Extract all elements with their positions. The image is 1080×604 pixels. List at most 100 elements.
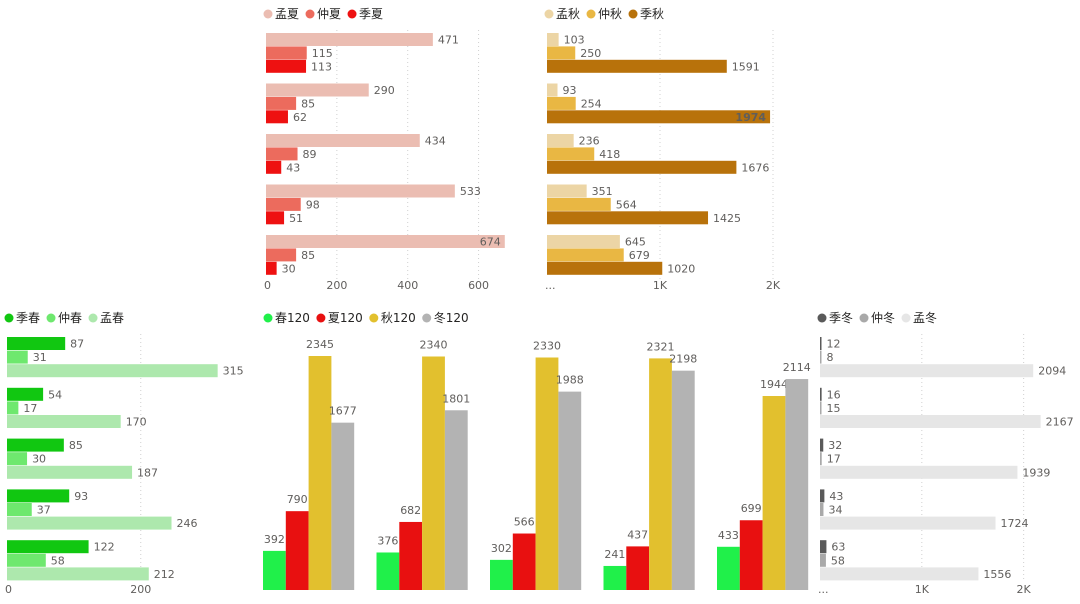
bar-summer-仲夏-2[interactable] xyxy=(266,147,298,161)
seasons120-chart[interactable]: 春120 夏120 秋120 冬120 392 790 2345 1677 376 682 2340… xyxy=(263,310,811,590)
bar-spring-季春-1[interactable] xyxy=(7,387,44,401)
bar-seasons120-冬120-1[interactable] xyxy=(444,410,468,590)
bar-autumn-孟秋-0[interactable] xyxy=(547,33,559,46)
bar-spring-孟春-0[interactable] xyxy=(7,364,218,378)
legend-label-summer-0[interactable]: 孟夏 xyxy=(275,7,299,21)
legend-label-winter-2[interactable]: 孟冬 xyxy=(913,310,937,325)
bar-seasons120-夏120-1[interactable] xyxy=(399,521,423,590)
bar-seasons120-秋120-4[interactable] xyxy=(762,396,786,590)
bar-winter-孟冬-3[interactable] xyxy=(820,516,996,530)
bar-summer-孟夏-3[interactable] xyxy=(266,184,455,198)
bar-seasons120-秋120-1[interactable] xyxy=(422,356,445,590)
bar-autumn-季秋-1[interactable] xyxy=(547,110,771,124)
bar-spring-孟春-3[interactable] xyxy=(7,516,172,530)
bar-autumn-仲秋-4[interactable] xyxy=(547,248,624,262)
bar-summer-仲夏-0[interactable] xyxy=(266,46,307,60)
bar-summer-仲夏-3[interactable] xyxy=(266,197,301,211)
bar-seasons120-冬120-4[interactable] xyxy=(785,379,809,590)
bar-summer-孟夏-1[interactable] xyxy=(266,83,369,97)
bar-winter-孟冬-0[interactable] xyxy=(820,364,1034,378)
bar-spring-孟春-1[interactable] xyxy=(7,415,121,428)
bar-winter-季冬-2[interactable] xyxy=(820,438,824,452)
bar-spring-季春-4[interactable] xyxy=(7,540,89,554)
bar-winter-仲冬-0[interactable] xyxy=(820,350,822,364)
bar-spring-仲春-3[interactable] xyxy=(7,503,32,516)
bar-seasons120-冬120-2[interactable] xyxy=(558,391,582,590)
legend-marker-summer-1[interactable] xyxy=(305,9,315,19)
legend-label-seasons120-2[interactable]: 秋120 xyxy=(381,311,416,325)
legend-marker-seasons120-2[interactable] xyxy=(369,313,379,323)
bar-spring-仲春-4[interactable] xyxy=(7,553,46,567)
legend-label-spring-0[interactable]: 季春 xyxy=(16,311,40,325)
bar-summer-季夏-0[interactable] xyxy=(266,59,307,73)
legend-marker-autumn-0[interactable] xyxy=(544,9,554,19)
legend-label-autumn-1[interactable]: 仲秋 xyxy=(598,7,622,21)
legend-marker-autumn-2[interactable] xyxy=(628,9,638,19)
bar-autumn-仲秋-0[interactable] xyxy=(547,46,576,60)
bar-spring-季春-2[interactable] xyxy=(7,438,64,452)
bar-winter-仲冬-1[interactable] xyxy=(820,401,822,415)
bar-spring-仲春-1[interactable] xyxy=(7,401,19,415)
legend-marker-spring-2[interactable] xyxy=(88,313,98,323)
bar-summer-孟夏-0[interactable] xyxy=(266,33,433,46)
bar-seasons120-冬120-0[interactable] xyxy=(331,422,355,590)
legend-marker-seasons120-3[interactable] xyxy=(422,313,432,323)
bar-seasons120-春120-0[interactable] xyxy=(263,550,286,590)
legend-label-summer-1[interactable]: 仲夏 xyxy=(317,7,341,21)
bar-seasons120-春120-2[interactable] xyxy=(490,559,513,590)
bar-summer-季夏-4[interactable] xyxy=(266,261,277,275)
bar-autumn-孟秋-4[interactable] xyxy=(547,235,620,248)
bar-spring-仲春-2[interactable] xyxy=(7,452,28,466)
legend-marker-spring-1[interactable] xyxy=(46,313,56,323)
bar-summer-孟夏-4[interactable] xyxy=(266,235,505,248)
bar-autumn-季秋-3[interactable] xyxy=(547,211,709,225)
legend-marker-summer-0[interactable] xyxy=(263,9,273,19)
legend-marker-winter-2[interactable] xyxy=(901,313,911,323)
bar-summer-仲夏-1[interactable] xyxy=(266,96,297,110)
spring-chart[interactable]: 季春 仲春 孟春 0 200 87 31 315 54 17 170 85 30 187 93 37 246 12… xyxy=(4,311,244,596)
legend-label-spring-1[interactable]: 仲春 xyxy=(58,311,82,325)
legend-marker-autumn-1[interactable] xyxy=(586,9,596,19)
bar-seasons120-夏120-2[interactable] xyxy=(512,533,536,590)
bar-seasons120-夏120-3[interactable] xyxy=(626,546,650,590)
legend-label-autumn-0[interactable]: 孟秋 xyxy=(556,7,580,21)
bar-seasons120-冬120-3[interactable] xyxy=(671,370,695,590)
legend-label-winter-1[interactable]: 仲冬 xyxy=(871,310,895,325)
bar-autumn-仲秋-1[interactable] xyxy=(547,96,576,110)
legend-marker-seasons120-0[interactable] xyxy=(263,313,273,323)
bar-autumn-仲秋-3[interactable] xyxy=(547,197,611,211)
legend-marker-winter-0[interactable] xyxy=(817,313,827,323)
bar-spring-仲春-0[interactable] xyxy=(7,350,28,364)
bar-summer-季夏-1[interactable] xyxy=(266,110,288,124)
bar-spring-孟春-2[interactable] xyxy=(7,465,133,479)
legend-marker-winter-1[interactable] xyxy=(859,313,869,323)
legend-label-autumn-2[interactable]: 季秋 xyxy=(640,7,664,21)
bar-spring-季春-3[interactable] xyxy=(7,489,70,503)
bar-autumn-季秋-0[interactable] xyxy=(547,59,727,73)
legend-label-seasons120-3[interactable]: 冬120 xyxy=(434,310,469,325)
bar-seasons120-秋120-3[interactable] xyxy=(649,358,672,590)
legend-label-spring-2[interactable]: 孟春 xyxy=(100,311,124,325)
bar-winter-孟冬-1[interactable] xyxy=(820,415,1041,428)
bar-winter-孟冬-2[interactable] xyxy=(820,465,1018,479)
bar-spring-孟春-4[interactable] xyxy=(7,567,149,581)
bar-autumn-孟秋-2[interactable] xyxy=(547,134,574,147)
legend-label-seasons120-1[interactable]: 夏120 xyxy=(328,311,363,325)
bar-seasons120-春120-4[interactable] xyxy=(717,546,740,590)
bar-autumn-季秋-2[interactable] xyxy=(547,160,737,174)
bar-summer-季夏-2[interactable] xyxy=(266,160,282,174)
summer-chart[interactable]: 孟夏 仲夏 季夏0 200 400 600471115113290856243489435… xyxy=(263,7,505,292)
bar-autumn-季秋-4[interactable] xyxy=(547,261,663,275)
bar-seasons120-春120-3[interactable] xyxy=(603,565,627,590)
legend-marker-summer-2[interactable] xyxy=(347,9,357,19)
bar-winter-仲冬-3[interactable] xyxy=(820,503,824,516)
legend-label-seasons120-0[interactable]: 春120 xyxy=(275,311,310,325)
bar-autumn-仲秋-2[interactable] xyxy=(547,147,595,161)
bar-seasons120-秋120-0[interactable] xyxy=(308,356,332,590)
bar-spring-季春-0[interactable] xyxy=(7,337,66,350)
bar-autumn-孟秋-1[interactable] xyxy=(547,83,558,97)
bar-autumn-孟秋-3[interactable] xyxy=(547,184,587,198)
legend-label-summer-2[interactable]: 季夏 xyxy=(359,7,383,21)
